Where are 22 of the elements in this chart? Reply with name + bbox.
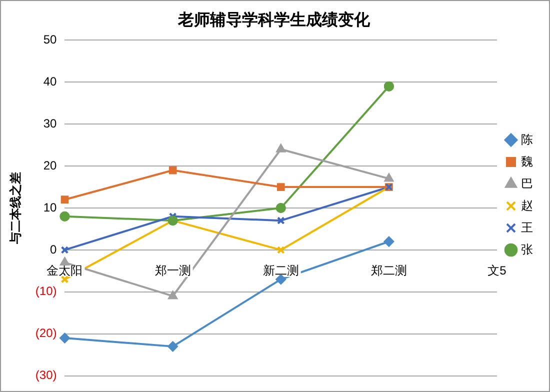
x-tick-label: 文5 — [488, 263, 507, 278]
y-tick-label: 20 — [43, 158, 58, 172]
y-axis-title: 与二本线之差 — [8, 172, 23, 245]
chart-title: 老师辅导学科学生成绩变化 — [177, 11, 371, 30]
y-tick-label: 0 — [50, 242, 58, 256]
legend-label: 巴 — [521, 176, 533, 190]
x-tick-label: 郑二测 — [370, 263, 407, 278]
legend-label: 王 — [521, 220, 533, 234]
legend-label: 陈 — [521, 132, 533, 146]
x-tick-label: 金太阳 — [46, 263, 83, 278]
legend-label: 魏 — [521, 154, 533, 168]
y-tick-label: 50 — [43, 32, 58, 47]
legend-label: 张 — [521, 242, 533, 256]
x-tick-label: 新二测 — [262, 263, 299, 278]
legend-label: 赵 — [521, 198, 533, 212]
y-tick-label: 40 — [43, 74, 58, 88]
y-tick-label: 30 — [43, 116, 58, 130]
x-tick-label: 郑一测 — [154, 263, 191, 278]
y-tick-label: (30) — [35, 368, 57, 382]
y-tick-label: (10) — [35, 284, 57, 298]
y-tick-label: (20) — [35, 326, 57, 340]
y-tick-label: 10 — [43, 200, 58, 214]
